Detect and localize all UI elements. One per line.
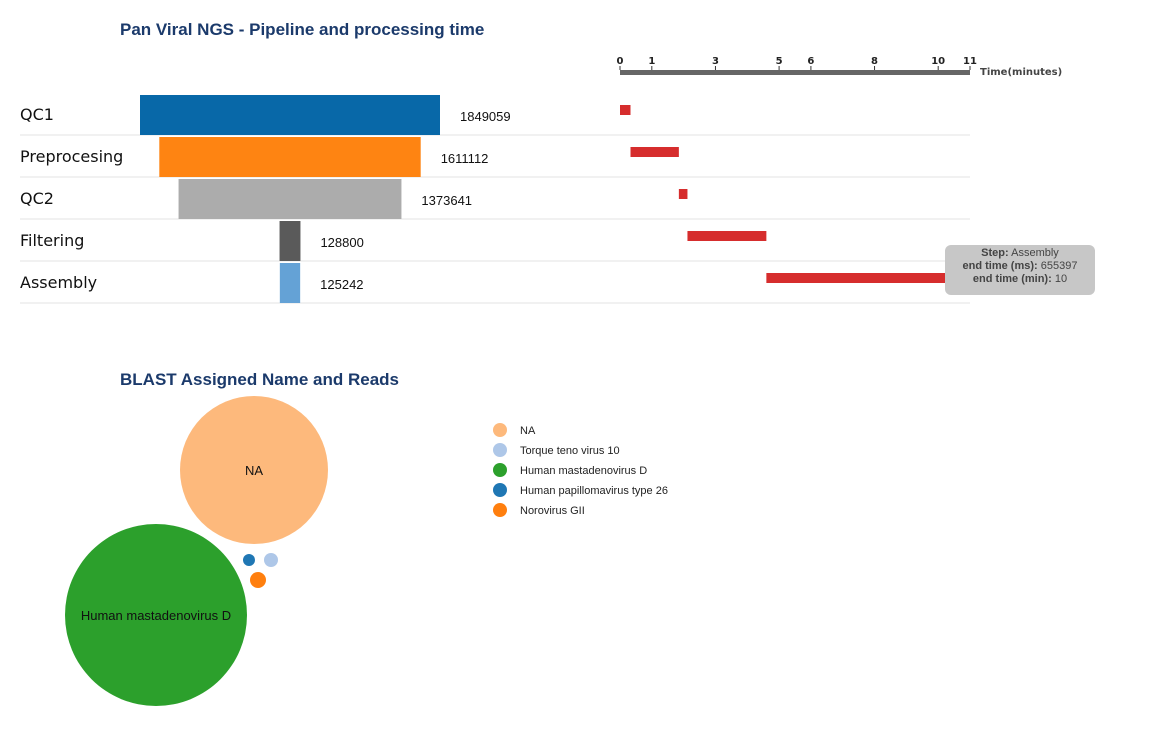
legend-swatch xyxy=(493,503,507,517)
step-bar xyxy=(279,263,301,303)
tooltip-end-ms-key: end time (ms): xyxy=(962,260,1038,272)
bubble-label: Human mastadenovirus D xyxy=(81,608,231,623)
step-tooltip: Step: Assembly end time (ms): 655397 end… xyxy=(945,245,1095,295)
time-tick-label: 5 xyxy=(776,56,783,67)
legend-swatch xyxy=(493,443,507,457)
time-tick-label: 6 xyxy=(807,56,814,67)
bubble xyxy=(264,553,278,567)
step-label: QC1 xyxy=(20,105,54,124)
time-tick-label: 8 xyxy=(871,56,878,67)
gantt-bar xyxy=(620,105,631,115)
step-count-label: 128800 xyxy=(320,235,363,250)
legend-swatch xyxy=(493,423,507,437)
step-label: Filtering xyxy=(20,231,84,250)
time-axis-label: Time(minutes) xyxy=(980,67,1062,78)
step-bar xyxy=(279,221,301,261)
step-label: Preprocesing xyxy=(20,147,123,166)
gantt-bars xyxy=(620,105,968,283)
legend-swatch xyxy=(493,483,507,497)
legend-label: Norovirus GII xyxy=(520,505,585,517)
step-count-label: 125242 xyxy=(320,277,363,292)
step-count-label: 1611112 xyxy=(441,151,489,166)
tooltip-end-min-key: end time (min): xyxy=(972,273,1052,285)
gantt-bar xyxy=(678,189,688,199)
step-label: Assembly xyxy=(20,273,97,292)
step-count-label: 1849059 xyxy=(460,109,511,124)
legend-label: Torque teno virus 10 xyxy=(520,445,620,457)
bubble xyxy=(65,524,247,706)
time-axis-line xyxy=(620,70,970,75)
step-bar xyxy=(159,137,421,177)
tooltip-end-ms-value: 655397 xyxy=(1040,260,1078,272)
step-count-label: 1373641 xyxy=(421,193,472,208)
time-tick-label: 10 xyxy=(931,56,945,67)
pipeline-rows: QC1 1849059 Preprocesing 1611112 QC2 1373641 F… xyxy=(20,95,970,304)
time-tick-label: 3 xyxy=(712,56,719,67)
step-bar xyxy=(178,179,402,219)
blast-chart-title: BLAST Assigned Name and Reads xyxy=(120,370,399,389)
pipeline-chart-title: Pan Viral NGS - Pipeline and processing … xyxy=(120,20,484,39)
legend-label: Human papillomavirus type 26 xyxy=(520,485,668,497)
gantt-bar xyxy=(630,147,679,157)
time-tick-label: 1 xyxy=(648,56,655,67)
bubble-label: NA xyxy=(245,463,263,478)
legend-label: Human mastadenovirus D xyxy=(520,465,647,477)
tooltip-step-key: Step: xyxy=(981,247,1009,259)
tooltip-step-value: Assembly xyxy=(1011,247,1059,259)
bubble-legend: NA Torque teno virus 10 Human mastadenovir… xyxy=(493,423,668,517)
step-bar xyxy=(140,95,440,135)
legend-swatch xyxy=(493,463,507,477)
legend-label: NA xyxy=(520,425,536,437)
time-tick-label: 0 xyxy=(617,56,624,67)
bubble xyxy=(243,554,255,566)
tooltip-end-min-value: 10 xyxy=(1054,273,1068,285)
gantt-bar xyxy=(766,273,968,283)
bubble xyxy=(180,396,328,544)
bubble-chart: NA Human mastadenovirus D xyxy=(65,396,328,706)
time-tick-label: 11 xyxy=(963,56,977,67)
step-label: QC2 xyxy=(20,189,54,208)
gantt-bar xyxy=(687,231,767,241)
bubble xyxy=(250,572,266,588)
